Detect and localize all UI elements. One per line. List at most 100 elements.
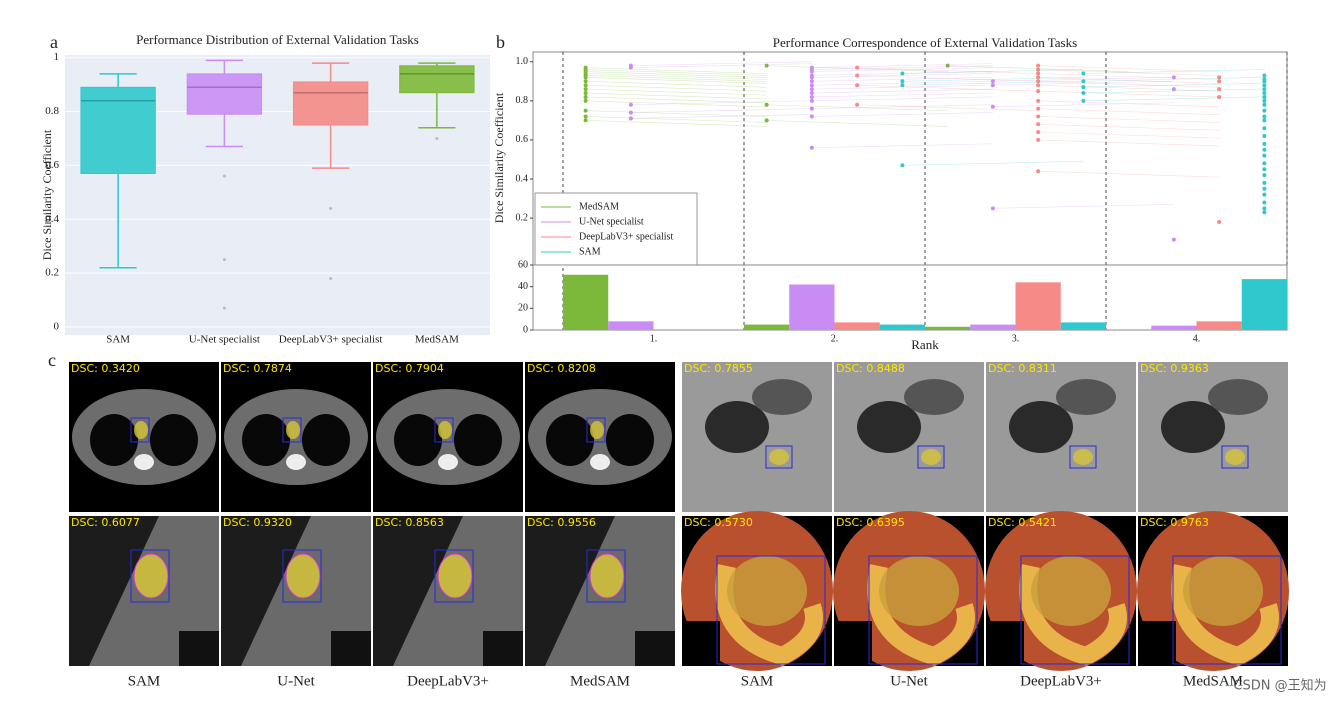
fold xyxy=(1171,564,1279,666)
image-tile: DSC: 0.5730 xyxy=(681,511,833,671)
corner xyxy=(834,621,872,666)
correspondence-line xyxy=(1083,69,1265,74)
organ xyxy=(705,401,769,453)
image-tile: DSC: 0.9556 xyxy=(525,516,675,666)
correspondence-line xyxy=(585,96,767,104)
correspondence-line xyxy=(585,81,767,88)
correspondence-line xyxy=(857,67,1039,74)
panel-label: a xyxy=(50,32,58,52)
dsc-label: DSC: 0.6077 xyxy=(71,516,140,529)
point xyxy=(809,94,814,99)
y-tick-label: 0.4 xyxy=(45,213,59,225)
correspondence-line xyxy=(585,67,767,74)
point xyxy=(583,98,588,103)
corner xyxy=(1138,621,1176,666)
bbox xyxy=(434,417,454,443)
correspondence-line xyxy=(811,112,993,117)
point xyxy=(583,91,588,96)
point xyxy=(1262,167,1267,172)
point xyxy=(1036,169,1041,174)
bar xyxy=(744,324,790,330)
point xyxy=(1171,237,1176,242)
correspondence-line xyxy=(1038,73,1220,80)
organ xyxy=(1009,401,1073,453)
point xyxy=(1036,130,1041,135)
correspondence-line xyxy=(585,88,767,96)
lung xyxy=(546,414,594,466)
point xyxy=(1262,79,1267,84)
bbox xyxy=(917,445,945,469)
correspondence-line xyxy=(585,100,767,108)
point xyxy=(809,114,814,119)
fold xyxy=(715,564,823,666)
x-tick-label: 2. xyxy=(831,333,839,344)
dsc-label: DSC: 0.8563 xyxy=(375,516,444,529)
point xyxy=(1262,210,1267,215)
x-tick-label: DeepLabV3+ specialist xyxy=(279,334,383,346)
image-tile: DSC: 0.5421 xyxy=(985,511,1137,671)
point xyxy=(628,116,633,121)
point xyxy=(1262,161,1267,166)
point xyxy=(1171,87,1176,92)
mask xyxy=(879,556,959,626)
correspondence-line xyxy=(1038,139,1220,147)
point xyxy=(764,118,769,123)
point xyxy=(764,102,769,107)
point xyxy=(855,102,860,107)
point xyxy=(1262,134,1267,139)
correspondence-line xyxy=(992,102,1174,108)
point xyxy=(583,114,588,119)
point xyxy=(1262,87,1267,92)
point xyxy=(1262,153,1267,158)
bar xyxy=(1060,322,1106,330)
correspondence-line xyxy=(992,204,1174,209)
box xyxy=(292,81,369,126)
plot-frame xyxy=(532,264,1288,331)
dsc-label: DSC: 0.8488 xyxy=(836,362,905,375)
point xyxy=(628,65,633,70)
point xyxy=(990,206,995,211)
legend-label: SAM xyxy=(579,246,601,257)
point xyxy=(809,91,814,96)
point xyxy=(583,108,588,113)
dsc-label: DSC: 0.9763 xyxy=(1140,516,1209,529)
fold xyxy=(867,564,975,666)
y-tick-label: 20 xyxy=(518,303,528,314)
panel-label: b xyxy=(496,32,505,52)
x-tick-label: SAM xyxy=(106,334,130,346)
point xyxy=(1262,192,1267,197)
correspondence-line xyxy=(1038,131,1220,139)
outlier xyxy=(329,206,333,210)
correspondence-line xyxy=(1038,116,1220,123)
correspondence-line xyxy=(902,80,1084,86)
y-tick-label: 0.2 xyxy=(45,267,59,279)
chart-title: Performance Correspondence of External V… xyxy=(773,35,1077,50)
fold xyxy=(1019,564,1127,666)
correspondence-line xyxy=(1038,81,1220,88)
correspondence-line xyxy=(585,92,767,100)
x-tick-label: 3. xyxy=(1012,333,1020,344)
bbox xyxy=(1221,445,1249,469)
correspondence-line xyxy=(811,67,993,72)
point xyxy=(1262,114,1267,119)
dsc-label: DSC: 0.7904 xyxy=(375,362,444,375)
point xyxy=(1036,89,1041,94)
correspondence-line xyxy=(585,73,767,80)
point xyxy=(1262,83,1267,88)
outlier xyxy=(329,276,333,280)
panel-label: c xyxy=(48,350,56,370)
bar xyxy=(834,322,880,330)
point xyxy=(1036,106,1041,111)
point xyxy=(1081,71,1086,76)
corner xyxy=(331,631,371,666)
correspondence-line xyxy=(1038,77,1220,84)
watermark: CSDN @王知为 xyxy=(1233,678,1326,694)
correspondence-line xyxy=(902,69,1084,74)
dsc-label: DSC: 0.7855 xyxy=(684,362,753,375)
point xyxy=(1036,98,1041,103)
point xyxy=(1217,75,1222,80)
correspondence-line xyxy=(857,75,1039,82)
image-tile: DSC: 0.7874 xyxy=(221,362,371,512)
point xyxy=(1262,108,1267,113)
correspondence-line xyxy=(630,114,812,119)
